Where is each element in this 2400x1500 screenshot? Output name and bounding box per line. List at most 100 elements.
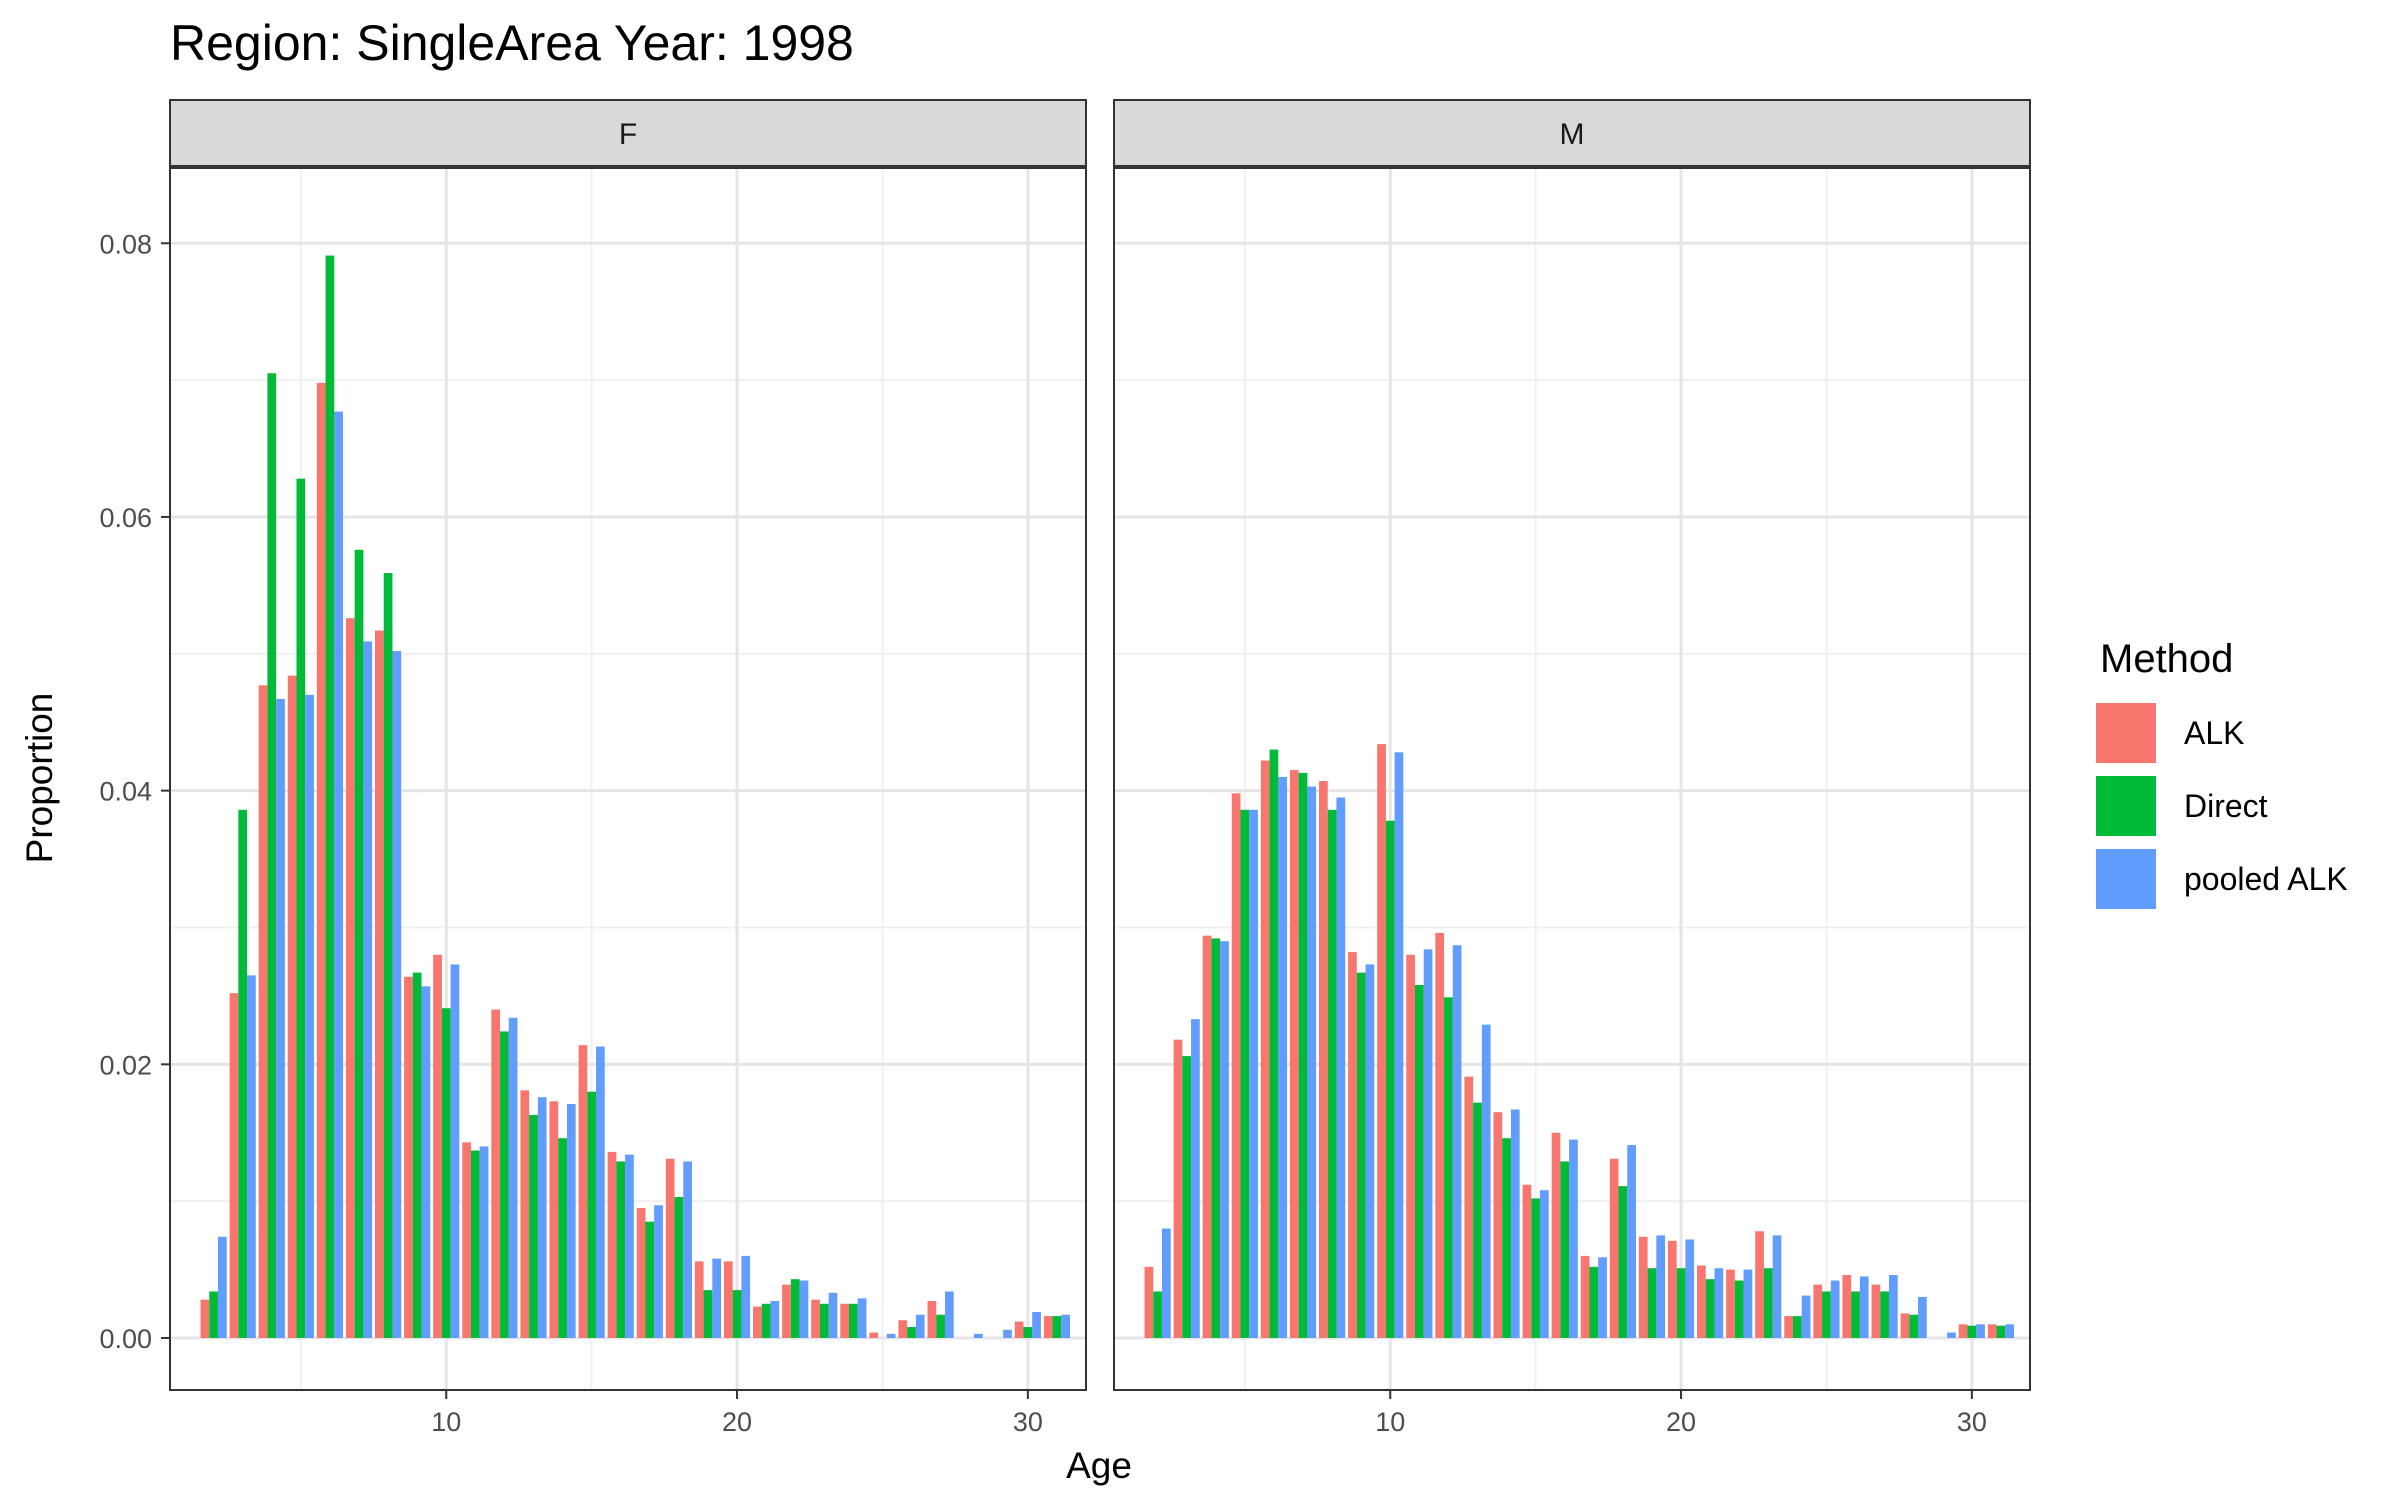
facet-strip-label: M <box>1560 118 1585 151</box>
bar-F-alk-age-6 <box>316 382 326 1339</box>
bar-M-direct-age-17 <box>1589 1266 1599 1338</box>
bar-F-direct-age-16 <box>616 1161 626 1338</box>
y-tick-label: 0.00 <box>99 1324 152 1354</box>
bar-F-pooled-alk-age-28 <box>974 1333 983 1338</box>
bar-M-direct-age-21 <box>1705 1279 1715 1338</box>
bar-M-direct-age-4 <box>1211 938 1221 1338</box>
bar-M-direct-age-6 <box>1269 749 1279 1338</box>
bar-F-direct-age-26 <box>907 1327 916 1338</box>
bar-M-pooled-alk-age-10 <box>1394 752 1404 1338</box>
bar-F-pooled-alk-age-25 <box>886 1333 896 1338</box>
bar-F-pooled-alk-age-5 <box>305 694 314 1338</box>
bar-M-direct-age-16 <box>1560 1161 1570 1338</box>
bar-F-pooled-alk-age-17 <box>654 1205 663 1338</box>
bar-F-alk-age-5 <box>287 675 297 1338</box>
bar-M-direct-age-22 <box>1734 1280 1744 1338</box>
bar-F-pooled-alk-age-6 <box>334 411 344 1339</box>
bar-M-direct-age-20 <box>1676 1268 1686 1338</box>
bar-M-pooled-alk-age-26 <box>1859 1276 1869 1338</box>
bar-M-pooled-alk-age-12 <box>1452 945 1462 1338</box>
bar-M-alk-age-19 <box>1638 1236 1648 1338</box>
bar-M-alk-age-31 <box>1987 1324 1997 1338</box>
y-tick-label: 0.04 <box>99 777 152 807</box>
bar-F-direct-age-3 <box>238 809 248 1338</box>
bar-M-pooled-alk-age-27 <box>1888 1275 1898 1338</box>
bar-M-direct-age-18 <box>1618 1186 1628 1338</box>
bar-F-direct-age-21 <box>761 1303 771 1338</box>
bar-F-alk-age-25 <box>869 1332 879 1338</box>
bar-M-alk-age-28 <box>1900 1313 1910 1338</box>
bar-F-direct-age-13 <box>529 1114 538 1338</box>
bar-F-direct-age-27 <box>936 1314 945 1338</box>
bar-M-pooled-alk-age-25 <box>1830 1280 1840 1338</box>
bar-M-direct-age-12 <box>1444 997 1453 1338</box>
bar-M-alk-age-13 <box>1464 1076 1474 1338</box>
facet-panel-F: F 10 20 30 0.00 0.02 0.04 0.06 0.08 <box>99 99 1087 1437</box>
bar-F-direct-age-23 <box>819 1303 829 1338</box>
bar-M-alk-age-16 <box>1551 1132 1561 1338</box>
bar-F-alk-age-14 <box>549 1101 559 1338</box>
bar-M-alk-age-15 <box>1522 1184 1532 1338</box>
bar-M-alk-age-14 <box>1493 1112 1503 1338</box>
bar-F-direct-age-9 <box>412 972 422 1338</box>
bar-M-alk-age-9 <box>1348 952 1357 1338</box>
bar-M-pooled-alk-age-7 <box>1307 786 1317 1338</box>
bar-M-direct-age-3 <box>1182 1056 1192 1338</box>
bar-M-pooled-alk-age-16 <box>1569 1139 1578 1338</box>
bar-M-pooled-alk-age-9 <box>1365 964 1375 1338</box>
bar-M-direct-age-24 <box>1793 1316 1802 1338</box>
bar-M-alk-age-23 <box>1755 1231 1764 1338</box>
bar-F-pooled-alk-age-21 <box>770 1301 780 1338</box>
bar-M-pooled-alk-age-29 <box>1947 1332 1956 1338</box>
bar-F-pooled-alk-age-11 <box>479 1146 489 1338</box>
bar-M-alk-age-26 <box>1842 1275 1852 1338</box>
facet-panels: F 10 20 30 0.00 0.02 0.04 0.06 0.08 M 10 20 30 <box>99 99 2031 1437</box>
bar-F-direct-age-4 <box>267 373 277 1338</box>
bar-M-pooled-alk-age-21 <box>1714 1268 1724 1338</box>
x-tick-label: 20 <box>1666 1407 1696 1437</box>
bar-F-pooled-alk-age-29 <box>1003 1329 1012 1338</box>
bar-M-pooled-alk-age-4 <box>1220 941 1229 1338</box>
bar-M-pooled-alk-age-19 <box>1656 1235 1666 1338</box>
bar-M-alk-age-10 <box>1377 744 1386 1338</box>
bar-M-alk-age-11 <box>1406 954 1415 1338</box>
bar-M-direct-age-5 <box>1240 809 1250 1338</box>
bar-F-pooled-alk-age-7 <box>363 641 373 1338</box>
bar-M-pooled-alk-age-6 <box>1278 776 1288 1338</box>
x-tick-label: 20 <box>722 1407 752 1437</box>
bar-F-pooled-alk-age-16 <box>625 1154 634 1338</box>
bar-M-direct-age-25 <box>1822 1291 1831 1338</box>
bar-F-pooled-alk-age-30 <box>1032 1312 1041 1338</box>
bar-F-alk-age-3 <box>229 993 239 1338</box>
bar-F-pooled-alk-age-10 <box>450 964 460 1338</box>
bar-F-alk-age-21 <box>753 1306 762 1338</box>
bar-F-direct-age-30 <box>1023 1327 1033 1338</box>
bar-F-pooled-alk-age-2 <box>217 1236 227 1338</box>
bar-M-direct-age-2 <box>1153 1291 1162 1338</box>
bar-M-pooled-alk-age-23 <box>1772 1235 1782 1338</box>
bar-F-direct-age-10 <box>441 1008 451 1338</box>
bar-M-direct-age-27 <box>1880 1291 1889 1338</box>
bar-M-direct-age-14 <box>1502 1138 1511 1338</box>
bar-M-pooled-alk-age-13 <box>1481 1024 1491 1338</box>
bar-F-alk-age-10 <box>433 954 442 1338</box>
bar-F-pooled-alk-age-13 <box>537 1097 547 1338</box>
bar-F-alk-age-18 <box>665 1158 675 1338</box>
facet-strip-label: F <box>619 118 637 151</box>
bar-M-alk-age-4 <box>1202 935 1212 1338</box>
bar-F-pooled-alk-age-14 <box>566 1104 576 1338</box>
bar-F-pooled-alk-age-15 <box>596 1046 605 1338</box>
bar-M-alk-age-20 <box>1667 1240 1677 1338</box>
bar-F-alk-age-13 <box>520 1090 530 1338</box>
bar-F-alk-age-11 <box>462 1142 471 1338</box>
bar-M-direct-age-13 <box>1473 1102 1482 1338</box>
bar-F-alk-age-15 <box>578 1045 588 1338</box>
bar-M-pooled-alk-age-22 <box>1743 1269 1753 1338</box>
bar-M-pooled-alk-age-8 <box>1336 797 1346 1338</box>
bar-M-direct-age-31 <box>1996 1325 2006 1338</box>
bar-M-pooled-alk-age-20 <box>1685 1239 1695 1338</box>
chart-title: Region: SingleArea Year: 1998 <box>170 15 854 71</box>
bar-F-alk-age-31 <box>1043 1316 1053 1338</box>
bar-F-pooled-alk-age-8 <box>392 651 402 1338</box>
y-tick-label: 0.02 <box>99 1050 152 1080</box>
